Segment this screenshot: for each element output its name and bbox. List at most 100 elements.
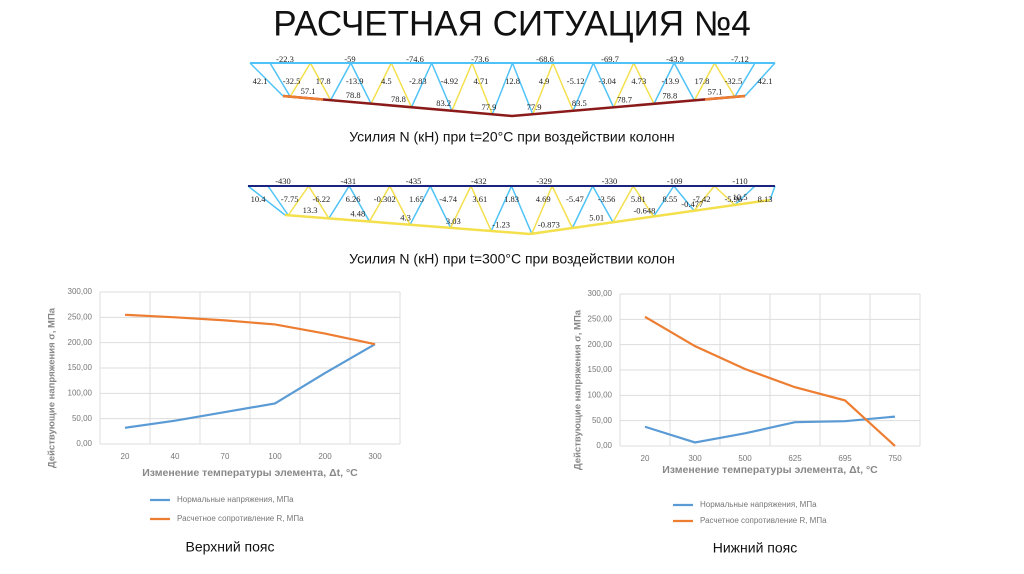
force-label: -73.6 (471, 54, 489, 64)
truss-diagonal (531, 185, 553, 235)
truss-diagonal (734, 62, 756, 98)
force-label: -13.9 (346, 76, 364, 86)
force-label: 5.81 (631, 194, 646, 204)
force-label: 3.61 (472, 194, 487, 204)
x-tick-label: 20 (121, 452, 130, 461)
truss-end (769, 185, 776, 201)
force-label: -4.74 (439, 194, 457, 204)
y-tick-label: 100,00 (588, 390, 613, 399)
truss-diagonal (267, 185, 289, 216)
truss-diagonal (348, 185, 371, 222)
truss-diagonal (390, 62, 413, 108)
force-label: -7.75 (281, 194, 299, 204)
force-label: -22.3 (276, 54, 294, 64)
force-label: -6.22 (313, 194, 331, 204)
truss-diagonal (269, 62, 291, 98)
force-label: 77.9 (481, 102, 496, 112)
force-label: -68.6 (536, 54, 554, 64)
truss-diagonal (633, 62, 655, 105)
truss-diagonal (673, 185, 695, 212)
x-axis-title: Изменение температуры элемента, Δt, °C (142, 467, 358, 479)
force-label: -0.302 (374, 194, 396, 204)
x-tick-label: 750 (888, 454, 902, 463)
truss-end (744, 62, 776, 97)
force-label: -109 (667, 176, 683, 186)
force-label: 1.83 (504, 194, 519, 204)
force-label: 3.03 (446, 216, 461, 226)
truss-diagonal (571, 185, 594, 229)
y-tick-label: 200,00 (68, 338, 93, 347)
force-label: -110 (732, 176, 747, 186)
truss-diagonal (673, 62, 696, 101)
force-label: 4.71 (474, 76, 489, 86)
x-axis-title: Изменение температуры элемента, Δt, °C (662, 464, 878, 476)
y-tick-label: 150,00 (588, 365, 613, 374)
y-tick-label: 0,00 (596, 441, 612, 450)
force-label: 42.1 (758, 76, 773, 86)
force-label: 83.2 (436, 98, 451, 108)
truss-diagonal (491, 62, 514, 115)
truss-diagonal (430, 62, 453, 112)
truss-diagonal (389, 185, 411, 226)
truss-diagonal (693, 185, 715, 212)
force-label: -59 (344, 54, 355, 64)
truss-diagonal (451, 62, 473, 112)
force-label: 4.9 (539, 76, 550, 86)
force-label: 78.8 (346, 90, 361, 100)
truss-caption: Усилия N (кН) при t=300°C при воздействи… (349, 251, 675, 267)
force-label: -1.23 (492, 220, 510, 230)
force-label: -5.12 (567, 76, 585, 86)
truss-diagonal (734, 185, 756, 206)
force-label: -7.12 (731, 54, 749, 64)
chart-caption: Верхний пояс (186, 539, 275, 555)
y-tick-label: 50,00 (592, 416, 613, 425)
truss-diagonal (471, 62, 493, 115)
y-axis-title: Действующие напряжения σ, МПа (47, 307, 58, 468)
force-label: 17.8 (694, 76, 709, 86)
force-label: 57.1 (708, 87, 723, 97)
force-label: -3.56 (598, 194, 616, 204)
force-label: 4.3 (400, 212, 411, 222)
truss-diagonal (551, 185, 574, 229)
y-tick-label: 250,00 (588, 314, 613, 323)
force-label: -32.5 (283, 76, 301, 86)
force-label: 8.55 (663, 194, 678, 204)
truss-diagonal (632, 185, 655, 217)
force-label: 77.9 (527, 102, 542, 112)
legend-label: Расчетное сопротивление R, МПа (700, 516, 827, 525)
force-label: -329 (536, 176, 552, 186)
truss-diagonal (490, 185, 513, 232)
truss-diagonal (552, 62, 574, 112)
force-label: -74.6 (406, 54, 424, 64)
truss-diagonal (510, 185, 533, 235)
force-label: -13.9 (661, 76, 679, 86)
y-tick-label: 50,00 (72, 414, 93, 423)
truss-diagonal (470, 185, 492, 232)
truss-diagonal (653, 62, 675, 105)
y-tick-label: 250,00 (68, 312, 93, 321)
truss-diagonal (612, 62, 635, 108)
series-line (124, 313, 376, 346)
x-tick-label: 20 (641, 454, 650, 463)
chart-caption: Нижний пояс (713, 540, 798, 556)
x-tick-label: 500 (738, 454, 752, 463)
bottom-chord (282, 94, 746, 118)
series-line (644, 415, 896, 444)
force-label: -43.9 (666, 54, 684, 64)
x-tick-label: 70 (221, 452, 230, 461)
force-label: -5.47 (566, 194, 584, 204)
x-tick-label: 625 (788, 454, 802, 463)
force-label: -0.648 (633, 206, 655, 216)
truss-diagonal (592, 185, 614, 223)
bottom-chord-end (282, 94, 324, 101)
series-line (644, 315, 896, 447)
truss-diagonal (307, 185, 330, 219)
force-label: -3.04 (598, 76, 616, 86)
y-tick-label: 150,00 (68, 363, 93, 372)
y-tick-label: 300,00 (588, 289, 613, 298)
x-tick-label: 300 (368, 452, 382, 461)
force-label: 8.13 (758, 194, 773, 204)
truss-diagonal (713, 185, 736, 206)
truss-diagonal (289, 62, 312, 98)
bottom-chord-end (704, 94, 746, 101)
